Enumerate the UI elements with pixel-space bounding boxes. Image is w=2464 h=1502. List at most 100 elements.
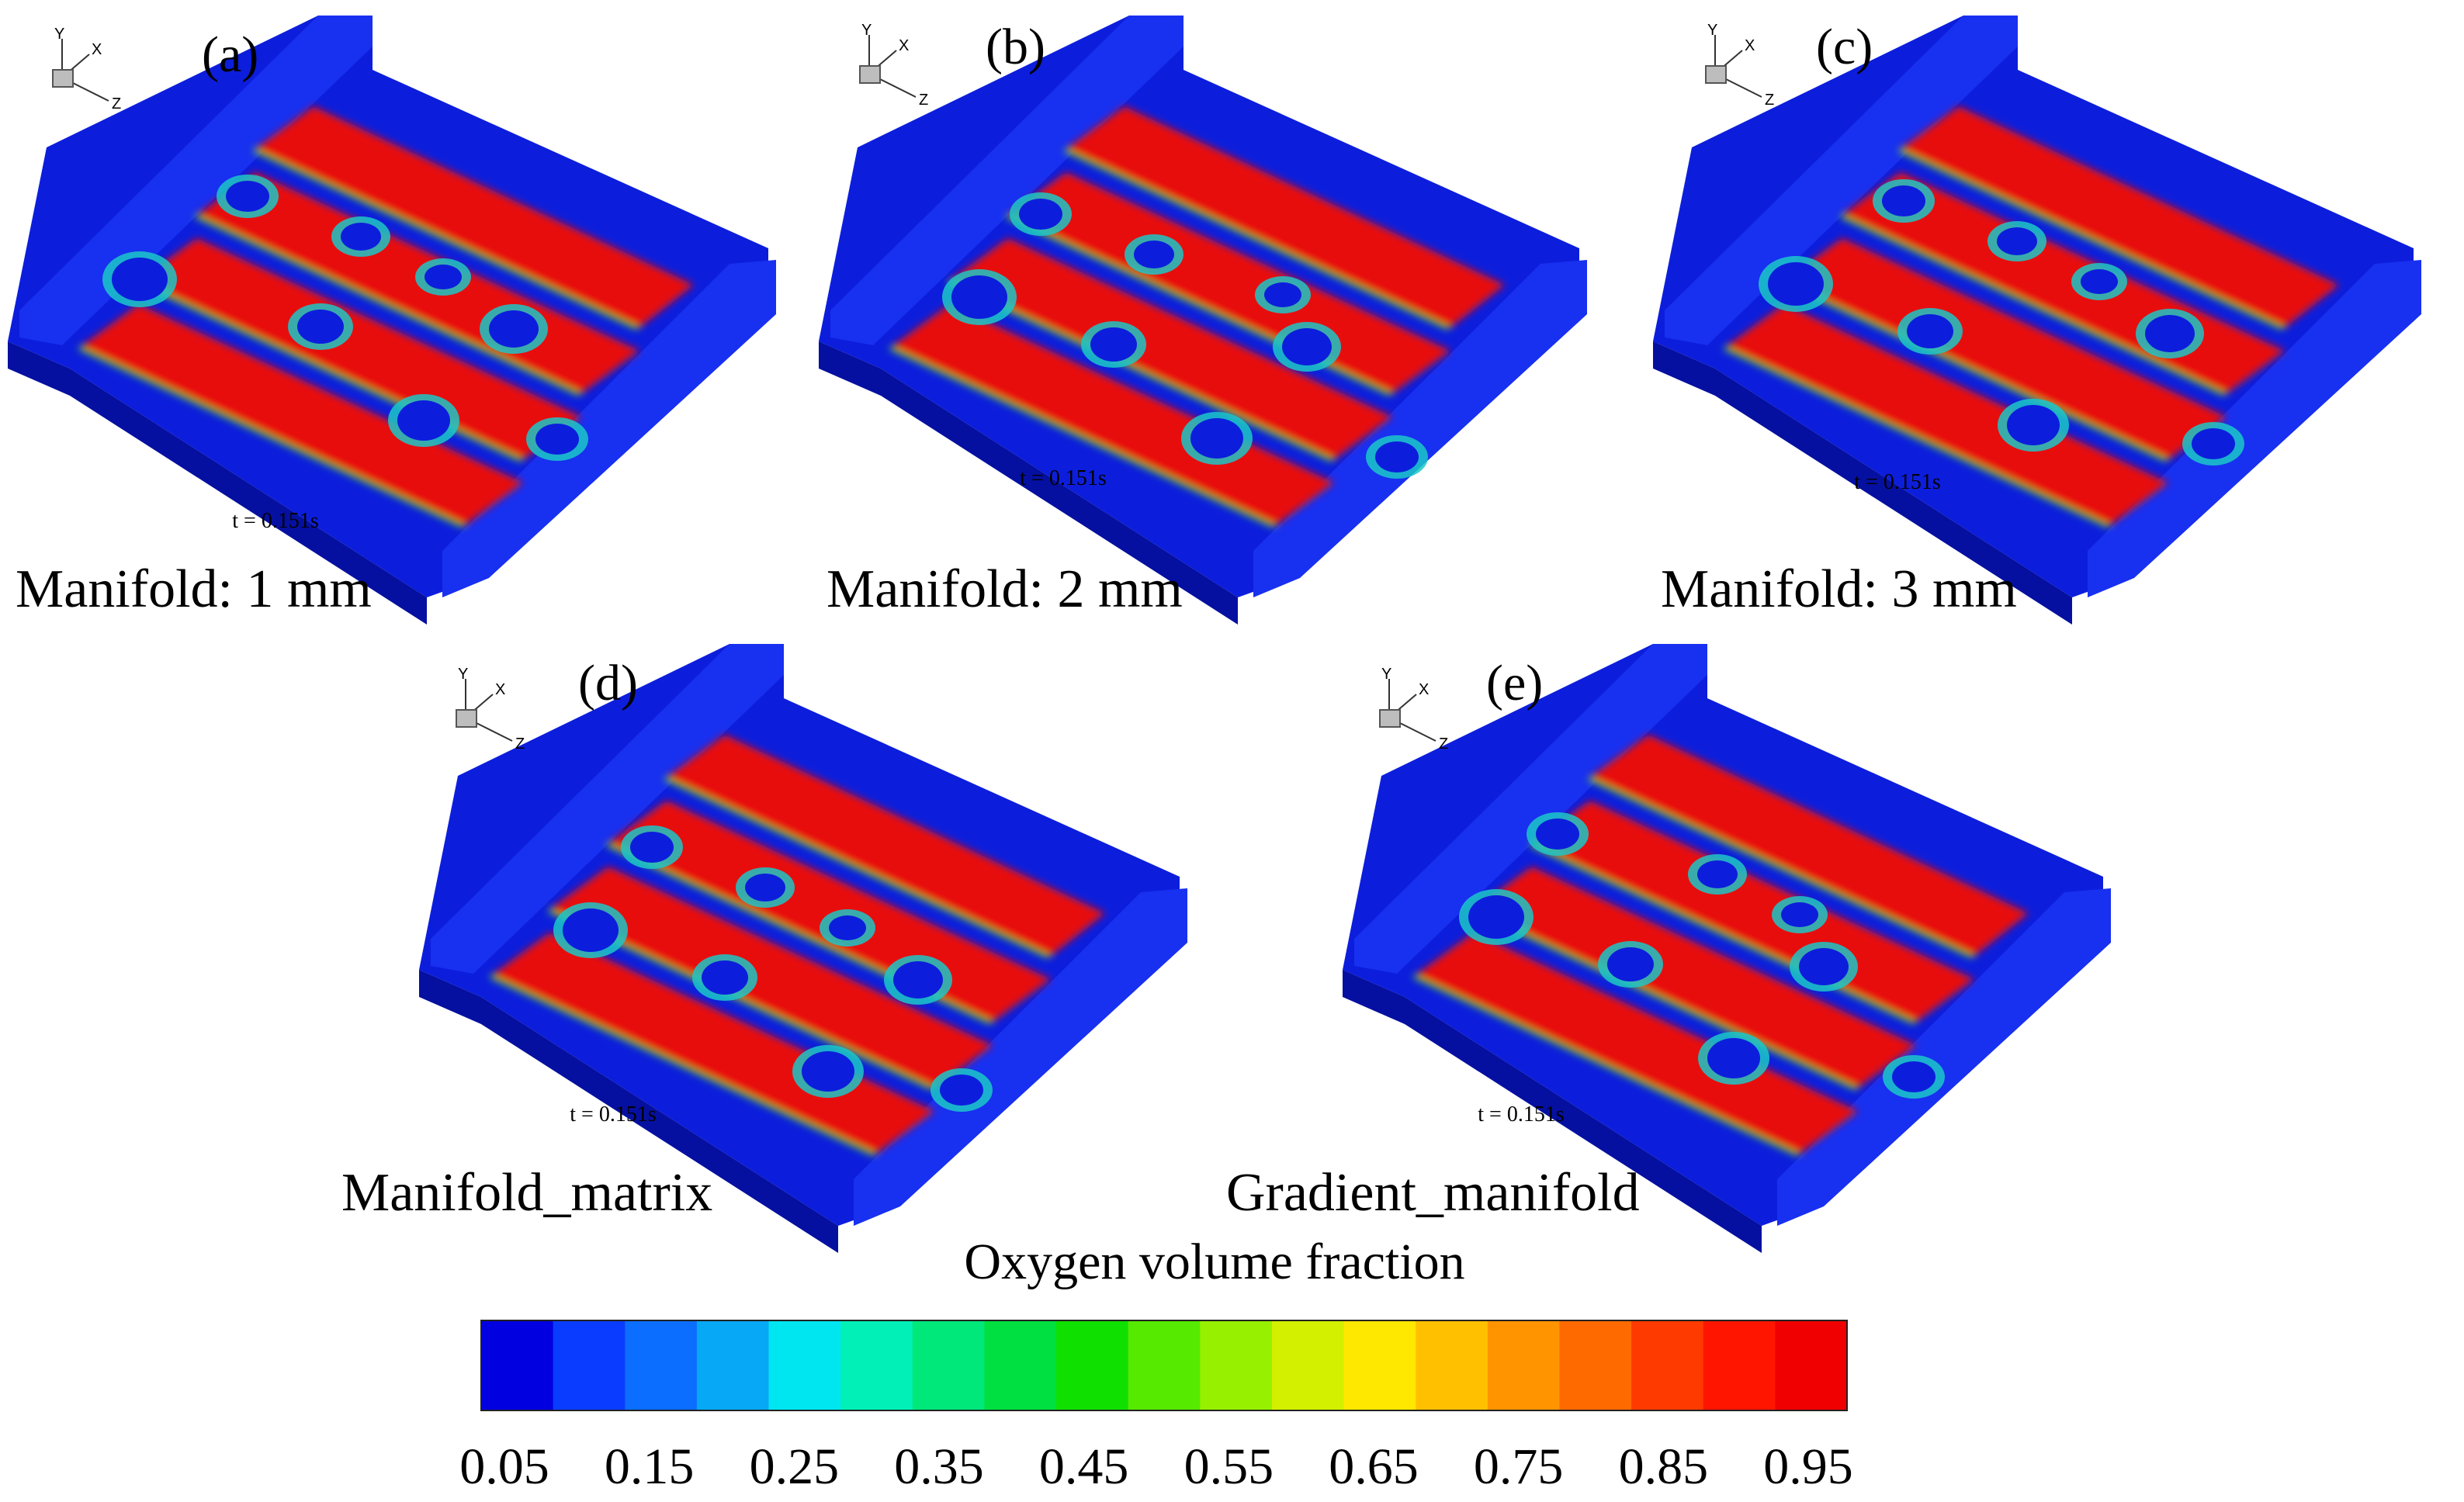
colorbar-tick-label: 0.45 [1039, 1438, 1129, 1495]
colorbar-tick-label: 0.35 [894, 1438, 984, 1495]
colorbar-tick-label: 0.55 [1184, 1438, 1274, 1495]
liquid-patch [226, 181, 269, 212]
colorbar-cell [553, 1320, 626, 1410]
axes-triad-icon: Y X Z [1705, 22, 1774, 109]
liquid-patch [1282, 328, 1332, 365]
plate-side [819, 341, 1238, 625]
channel-2 [139, 238, 581, 459]
oxygen-channels [1412, 735, 2029, 1156]
inlet-manifold [1354, 644, 1707, 974]
liquid-patches [102, 175, 588, 461]
inlet-manifold [19, 16, 373, 345]
liquid-patches [1459, 812, 1945, 1099]
colorbar: Oxygen volume fraction 0.05 0.15 0.25 0.35 0… [459, 1234, 1853, 1495]
axis-x-label: X [92, 41, 102, 58]
colorbar-cell [1416, 1320, 1488, 1410]
colorbar-frame [480, 1320, 1848, 1411]
panel-caption: Manifold: 3 mm [1661, 559, 2017, 619]
axis-y-label: Y [54, 26, 64, 43]
panel-letter: (c) [1816, 19, 1873, 75]
channel-4 [667, 735, 1105, 956]
liquid-patch [563, 908, 619, 952]
axis-z-label: Z [919, 92, 928, 109]
liquid-patch [1536, 818, 1579, 850]
axis-x-label: X [495, 681, 505, 698]
axes-cube-icon [1379, 709, 1401, 728]
colorbar-cell [1128, 1320, 1201, 1410]
liquid-patch [397, 400, 450, 441]
liquid-patch [2007, 405, 2060, 445]
colorbar-tick-label: 0.95 [1763, 1438, 1853, 1495]
liquid-patch [745, 874, 785, 902]
liquid-patch [702, 960, 748, 995]
plate-side [1653, 341, 2072, 625]
axis-y-label: Y [458, 666, 468, 683]
liquid-patches [553, 825, 993, 1112]
flow-field-render [819, 16, 1587, 625]
liquid-patch [297, 310, 344, 344]
liquid-patch [1264, 282, 1301, 307]
flow-field-render [1653, 16, 2421, 625]
channel-1 [1726, 304, 2168, 525]
channel-2 [1474, 867, 1916, 1088]
axis-x-label: X [1745, 37, 1755, 54]
flow-field-render [419, 644, 1187, 1253]
liquid-patch [1090, 327, 1137, 362]
liquid-patch [829, 915, 866, 940]
inlet-manifold [1665, 16, 2018, 345]
channel-4 [1901, 106, 2339, 327]
colorbar-cell [1703, 1320, 1776, 1410]
liquid-patch [1375, 441, 1419, 472]
liquid-patches [1759, 179, 2244, 465]
axis-x-label: X [1419, 681, 1429, 698]
outlet-manifold [854, 888, 1187, 1226]
liquid-patch [940, 1075, 983, 1106]
axis-z-label: Z [1765, 92, 1774, 109]
channel-4 [1590, 735, 2029, 956]
colorbar-gradient [481, 1320, 1848, 1410]
liquid-patch [802, 1051, 854, 1092]
liquid-patch [489, 310, 539, 348]
liquid-patch [1781, 902, 1818, 927]
liquid-patch [1707, 1038, 1760, 1078]
plate-side [8, 341, 427, 625]
colorbar-cell [768, 1320, 841, 1410]
inlet-manifold [431, 644, 784, 974]
liquid-patch [1468, 895, 1524, 939]
colorbar-cell [1056, 1320, 1129, 1410]
liquid-patch [1134, 241, 1174, 268]
time-label: t = 0.151s [1854, 470, 1940, 494]
liquid-patch [2192, 428, 2235, 459]
liquid-patch [1697, 860, 1738, 888]
axis-z-label: Z [112, 95, 121, 112]
liquid-patch [2081, 269, 2118, 294]
time-label: t = 0.151s [1478, 1102, 1564, 1126]
axes-triad-icon: Y X Z [52, 26, 121, 112]
colorbar-cell [481, 1320, 554, 1410]
axes-cube-icon [456, 709, 477, 728]
outlet-manifold [442, 260, 776, 597]
liquid-patch [112, 258, 168, 301]
liquid-patch [951, 275, 1007, 319]
colorbar-cell [1775, 1320, 1848, 1410]
channel-3 [1008, 172, 1450, 393]
liquid-patch [1882, 185, 1925, 216]
liquid-patch [1892, 1061, 1936, 1092]
time-label: t = 0.151s [1020, 466, 1106, 490]
colorbar-cell [1271, 1320, 1345, 1410]
colorbar-tick-label: 0.15 [605, 1438, 695, 1495]
colorbar-tick-label: 0.25 [750, 1438, 840, 1495]
axis-z-label: Z [515, 735, 525, 753]
channel-1 [892, 304, 1334, 525]
axes-triad-icon: Y X Z [1379, 666, 1448, 753]
panel-b: (b) Manifold: 2 mm t = 0.151s Y X Z [819, 16, 1587, 625]
colorbar-cell [984, 1320, 1057, 1410]
liquid-patch [1019, 199, 1062, 230]
liquid-patch [1768, 262, 1824, 306]
axis-y-label: Y [1381, 666, 1391, 683]
liquid-patches [942, 192, 1428, 479]
colorbar-cell [1200, 1320, 1273, 1410]
panel-caption: Manifold: 2 mm [827, 559, 1183, 619]
liquid-patch [425, 265, 462, 289]
axes-cube-icon [1705, 65, 1727, 84]
